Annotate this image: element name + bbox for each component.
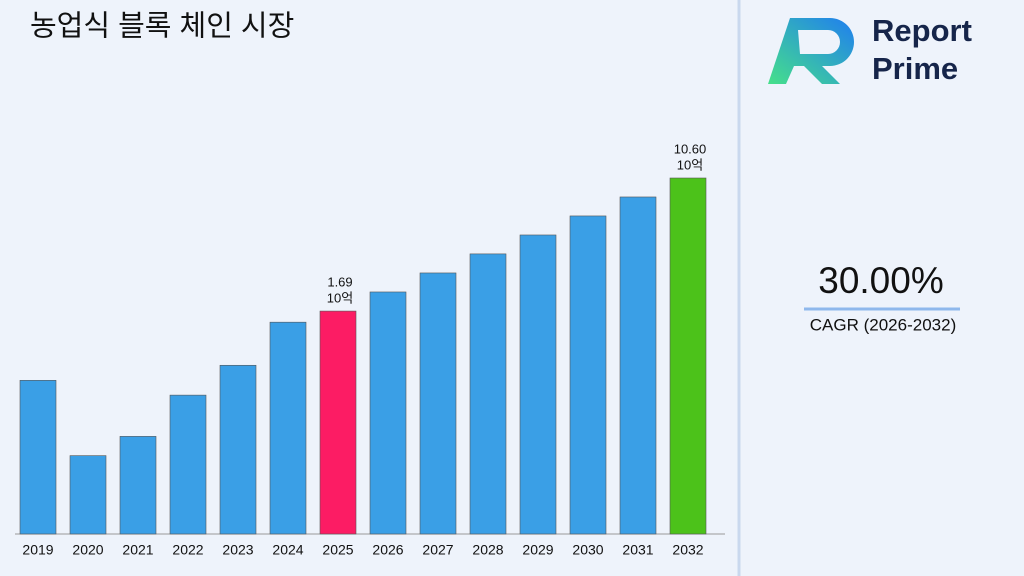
x-tick-label: 2023 bbox=[222, 542, 253, 558]
bar bbox=[419, 272, 457, 535]
bar bbox=[519, 234, 557, 535]
value-unit: 10억 bbox=[677, 157, 703, 172]
bar bbox=[269, 321, 307, 535]
bar bbox=[19, 380, 57, 535]
value-label: 10.60 bbox=[674, 141, 707, 156]
logo: Report Prime bbox=[768, 13, 972, 86]
bar bbox=[369, 291, 407, 535]
logo-hole bbox=[798, 30, 840, 54]
bar bbox=[319, 310, 357, 535]
chart-title: 농업식 블록 체인 시장 bbox=[30, 10, 294, 43]
x-tick-label: 2029 bbox=[522, 542, 553, 558]
bar bbox=[169, 394, 207, 535]
value-label: 1.69 bbox=[327, 275, 352, 290]
brand-line1: Report bbox=[872, 13, 972, 48]
x-tick-label: 2021 bbox=[122, 542, 153, 558]
kpi-label: CAGR (2026-2032) bbox=[810, 315, 956, 334]
x-tick-label: 2028 bbox=[472, 542, 503, 558]
x-tick-label: 2031 bbox=[622, 542, 653, 558]
bar bbox=[69, 455, 107, 535]
x-tick-label: 2024 bbox=[272, 542, 303, 558]
x-tick-label: 2025 bbox=[322, 542, 353, 558]
bar bbox=[569, 215, 607, 535]
x-tick-label: 2027 bbox=[422, 542, 453, 558]
x-tick-label: 2022 bbox=[172, 542, 203, 558]
kpi-value: 30.00% bbox=[818, 260, 944, 301]
bar bbox=[669, 177, 707, 535]
x-tick-label: 2026 bbox=[372, 542, 403, 558]
bar bbox=[619, 196, 657, 535]
x-tick-label: 2032 bbox=[672, 542, 703, 558]
value-unit: 10억 bbox=[327, 291, 353, 306]
brand-line2: Prime bbox=[872, 51, 958, 86]
x-tick-label: 2020 bbox=[72, 542, 103, 558]
bar bbox=[119, 436, 157, 535]
x-tick-label: 2030 bbox=[572, 542, 603, 558]
x-tick-label: 2019 bbox=[22, 542, 53, 558]
bar bbox=[469, 253, 507, 535]
bar bbox=[219, 364, 257, 535]
